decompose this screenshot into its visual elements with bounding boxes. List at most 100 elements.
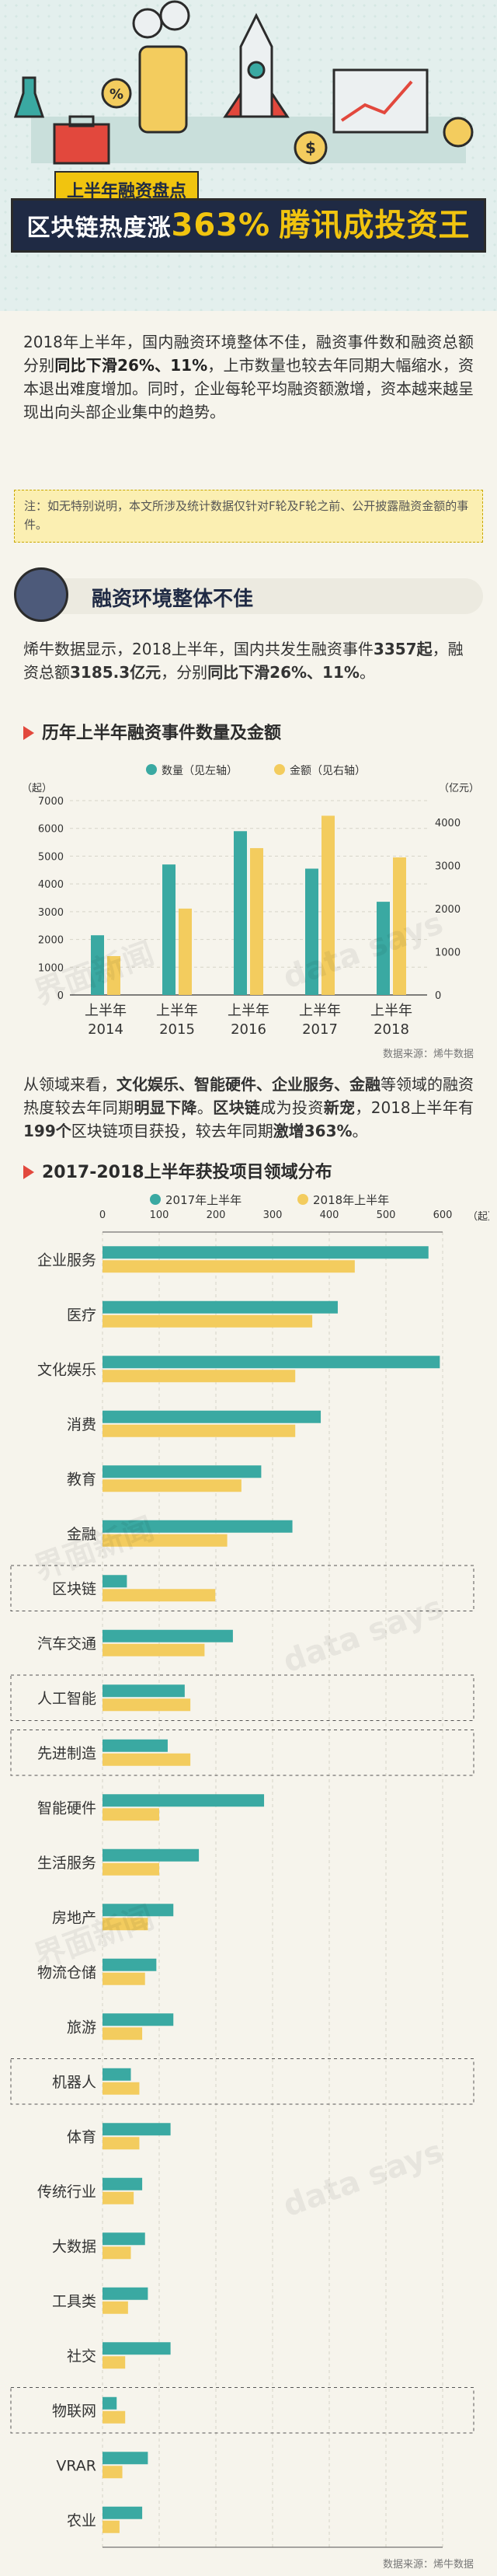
- bar-2018: [103, 2520, 120, 2533]
- s1-text-a: 烯牛数据显示，2018上半年，国内共发生融资事件: [23, 640, 374, 658]
- bar-2017: [103, 1356, 440, 1369]
- category-label: 企业服务: [37, 1251, 96, 1269]
- category-label: 消费: [67, 1416, 96, 1433]
- category-label: 生活服务: [37, 1855, 96, 1872]
- x-tick-label: 上半年: [156, 1003, 198, 1019]
- chart1-source: 数据来源：烯牛数据: [382, 1049, 474, 1060]
- section-bar: [45, 578, 483, 614]
- category-label: 区块链: [52, 1580, 96, 1597]
- bar-amount: [179, 908, 192, 995]
- bar-2018: [103, 1862, 159, 1876]
- s1-text-f: 同比下滑26%、11%: [207, 663, 360, 682]
- bar-2017: [103, 2123, 171, 2136]
- x-tick-label: 上半年: [228, 1003, 269, 1019]
- highlight-box: [10, 1565, 474, 1611]
- category-label: 智能硬件: [37, 1799, 96, 1817]
- x-tick-top: 200: [207, 1209, 226, 1221]
- y-right-tick: 3000: [435, 860, 461, 872]
- bar-count: [91, 935, 104, 995]
- s1-text-b: 3357起: [373, 640, 433, 658]
- chart1-title: 历年上半年融资事件数量及金额: [23, 719, 281, 744]
- s1-text-c: ，融资总额: [23, 640, 464, 682]
- bar-2018: [103, 1260, 355, 1273]
- p3-j: 199个: [23, 1122, 71, 1140]
- bar-2018: [103, 1643, 205, 1656]
- bar-2017: [103, 1794, 265, 1807]
- x-tick-top: 500: [377, 1209, 396, 1221]
- y-right-unit: （亿元）: [439, 783, 479, 794]
- category-label: 旅游: [67, 2019, 96, 2036]
- bar-2018: [103, 1370, 296, 1383]
- y-left-tick: 0: [57, 990, 64, 1002]
- bar-2018: [103, 1753, 191, 1766]
- bar-count: [162, 864, 176, 995]
- headline-number: 363%: [171, 208, 271, 243]
- p3-f: 区块链: [213, 1098, 261, 1117]
- headline: 区块链热度涨363% 腾讯成投资王: [11, 198, 486, 253]
- x-tick-label: 2016: [231, 1021, 266, 1038]
- y-left-tick: 3000: [38, 907, 64, 919]
- bar-2017: [103, 1848, 200, 1862]
- legend-swatch-count: [146, 764, 157, 775]
- p3-a: 从领域来看，: [23, 1075, 116, 1094]
- category-label: 先进制造: [37, 1745, 96, 1762]
- p3-i: ，2018上半年有: [355, 1098, 474, 1117]
- category-label: 工具类: [52, 2293, 96, 2310]
- bar-2018: [103, 1314, 313, 1328]
- percent-badge-icon: %: [101, 78, 132, 109]
- category-label: 物联网: [52, 2403, 96, 2420]
- bar-2018: [103, 1918, 148, 1931]
- section-icon: [14, 567, 68, 622]
- category-label: 物流仓储: [37, 1964, 96, 1981]
- legend-swatch-amount: [274, 764, 285, 775]
- y-left-tick: 7000: [38, 796, 64, 808]
- bar-2018: [103, 2246, 131, 2260]
- category-label: 农业: [67, 2512, 96, 2529]
- y-right-tick: 0: [435, 990, 441, 1002]
- y-left-tick: 5000: [38, 851, 64, 863]
- bar-2018: [103, 2191, 134, 2204]
- bar-2017: [103, 1575, 127, 1588]
- coin-icon: $: [294, 131, 328, 165]
- s1-text-g: 。: [359, 663, 375, 682]
- bar-2018: [103, 1424, 296, 1437]
- intro-text-2: ，上市数量也较去年同期大幅缩水，资本退出难度增加。同时，企业每轮平均融资额激增，…: [23, 356, 474, 421]
- chart2-source: 数据来源：烯牛数据: [382, 2559, 474, 2571]
- bar-2017: [103, 1684, 185, 1698]
- p3-k: 区块链项目获投，较去年同期: [71, 1122, 273, 1140]
- category-label: 教育: [67, 1471, 96, 1488]
- category-label: 社交: [67, 2347, 96, 2365]
- bar-2018: [103, 2410, 126, 2424]
- bar-2017: [103, 2396, 117, 2410]
- y-left-tick: 2000: [38, 935, 64, 947]
- bar-2017: [103, 1629, 233, 1642]
- x-tick-label: 2017: [302, 1021, 338, 1038]
- bar-2018: [103, 2082, 140, 2095]
- note-box: 注：如无特别说明，本文所涉及统计数据仅针对F轮及F轮之前、公开披露融资金额的事件…: [14, 490, 483, 543]
- svg-text:%: %: [109, 86, 123, 103]
- bar-count: [234, 831, 247, 995]
- legend-label-2018: 2018年上半年: [313, 1193, 389, 1207]
- chart2-title-text: 2017-2018上半年获投项目领域分布: [42, 1163, 332, 1182]
- category-label: 机器人: [52, 2074, 96, 2091]
- hero-illustration: % $: [13, 0, 474, 165]
- category-label: 体育: [67, 2128, 96, 2145]
- bar-2017: [103, 2506, 143, 2519]
- bar-2018: [103, 2301, 128, 2314]
- bar-2018: [103, 1972, 145, 1985]
- monitor-chart-icon: [332, 68, 429, 134]
- legend-label-count: 数量（见左轴）: [162, 765, 238, 777]
- y-right-tick: 1000: [435, 947, 461, 958]
- bar-count: [377, 902, 390, 995]
- bar-2017: [103, 1520, 293, 1533]
- p3-e: 。: [196, 1098, 214, 1117]
- legend-label-amount: 金额（见右轴）: [290, 765, 366, 777]
- section-banner: 融资环境整体不佳: [14, 567, 483, 622]
- x-tick-label: 上半年: [85, 1003, 127, 1019]
- bar-2018: [103, 1479, 242, 1492]
- bar-2017: [103, 1904, 174, 1917]
- bar-2018: [103, 2466, 123, 2479]
- section2-paragraph: 从领域来看，文化娱乐、智能硬件、企业服务、金融等领域的融资热度较去年同期明显下降…: [23, 1073, 474, 1143]
- category-label: 人工智能: [37, 1690, 96, 1707]
- briefcase-icon: [53, 115, 110, 165]
